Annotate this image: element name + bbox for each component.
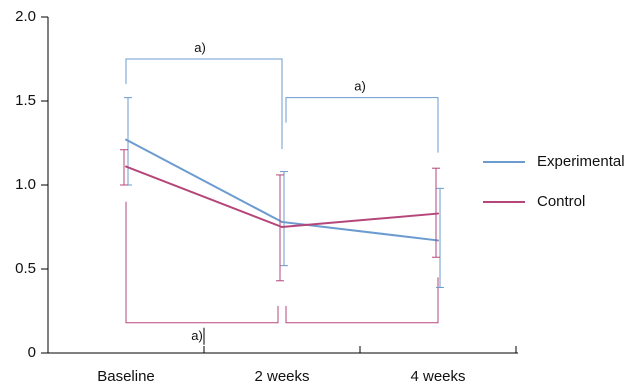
data-point (281, 226, 283, 228)
series-line-control (125, 165, 439, 229)
data-point (125, 138, 127, 141)
bracket-line (285, 97, 439, 153)
series-line-experimental (125, 138, 439, 242)
data-point (437, 212, 439, 215)
bracket-line (125, 58, 283, 149)
data-point (281, 220, 283, 223)
y-tick-labels: 0 0.5 1.0 1.5 2.0 (15, 8, 36, 361)
bracket-label: a) (194, 40, 206, 55)
bracket-label: a) (191, 328, 203, 343)
x-tick-label: 2 weeks (254, 368, 309, 385)
x-tick-label: 4 weeks (410, 368, 465, 385)
y-tick-label: 2.0 (15, 8, 36, 25)
legend-label-control: Control (537, 193, 585, 210)
y-tick-label: 1.0 (15, 176, 36, 193)
significance-brackets: a) a) a) (191, 40, 366, 343)
legend: Experimental Control (483, 153, 625, 210)
bracket-line (285, 277, 439, 324)
x-tick-labels: Baseline 2 weeks 4 weeks (97, 368, 465, 385)
y-tick-label: 0.5 (15, 260, 36, 277)
series-control (120, 149, 440, 282)
data-point (125, 165, 127, 168)
x-tick-label: Baseline (97, 368, 155, 385)
data-point (437, 239, 439, 242)
axes (41, 16, 518, 354)
legend-label-experimental: Experimental (537, 153, 625, 170)
significance-bracket (125, 58, 283, 149)
series-experimental (124, 97, 444, 288)
significance-bracket (285, 97, 439, 153)
plot-area (120, 58, 444, 345)
bracket-label: a) (354, 79, 366, 94)
y-tick-label: 1.5 (15, 92, 36, 109)
y-tick-label: 0 (28, 344, 36, 361)
significance-bracket (125, 201, 439, 345)
bracket-line (125, 201, 279, 324)
